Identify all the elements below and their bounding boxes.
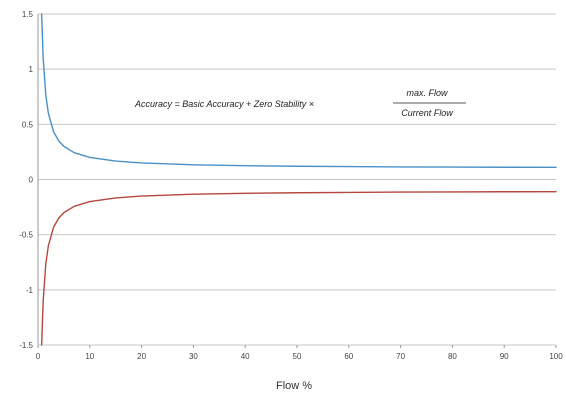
x-tick-label: 0	[36, 352, 41, 361]
y-tick-label: 0	[29, 176, 34, 185]
x-tick-label: 90	[500, 352, 509, 361]
lower-accuracy-line	[40, 190, 557, 346]
upper-accuracy-line	[40, 13, 557, 169]
x-tick-label: 10	[85, 352, 94, 361]
series-layer	[40, 13, 557, 346]
grid	[38, 13, 556, 346]
formula-annotation: Accuracy = Basic Accuracy + Zero Stabili…	[134, 88, 466, 118]
y-tick-label: 0.5	[22, 120, 34, 129]
y-tick-label: -1.5	[19, 341, 33, 350]
x-tick-label: 100	[549, 352, 563, 361]
y-tick-label: -0.5	[19, 231, 33, 240]
x-tick-label: 30	[189, 352, 198, 361]
formula-lhs: Accuracy = Basic Accuracy + Zero Stabili…	[134, 99, 314, 109]
axes: 1.510.50-0.5-1-1.50 10 20 30 40 50 60 70 80 90 100	[19, 10, 563, 361]
x-tick-label: 80	[448, 352, 457, 361]
x-tick-label: 40	[241, 352, 250, 361]
formula-numerator: max. Flow	[406, 88, 448, 98]
y-tick-label: -1	[26, 286, 34, 295]
x-tick-label: 20	[137, 352, 146, 361]
y-tick-label: 1.5	[22, 10, 34, 19]
x-tick-label: 60	[344, 352, 353, 361]
x-tick-label: 50	[293, 352, 302, 361]
y-tick-label: 1	[29, 65, 34, 74]
formula-denominator: Current Flow	[401, 108, 453, 118]
x-axis-title: Flow %	[276, 380, 312, 392]
x-tick-label: 70	[396, 352, 405, 361]
